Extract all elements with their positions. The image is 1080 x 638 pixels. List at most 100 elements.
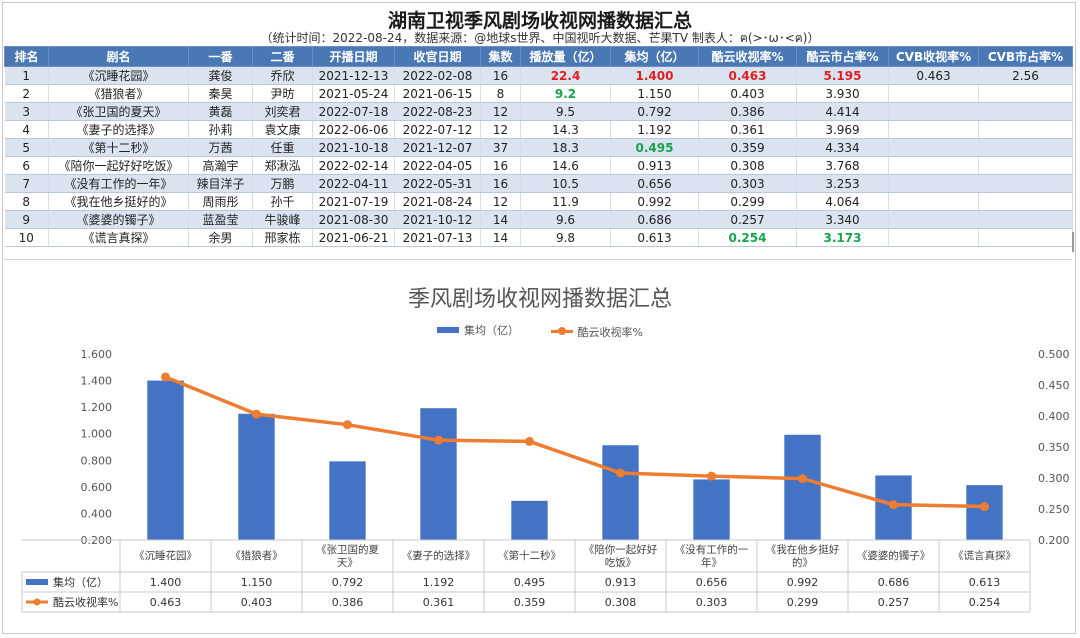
avg-cell: 1.150 [610,84,699,103]
x-category-label: 《张卫国的夏 [316,543,379,556]
bar [511,500,548,540]
rank-cell: 5 [4,138,49,157]
rank-cell: 4 [4,120,49,139]
bar [966,485,1003,540]
episodes-cell: 14 [480,228,521,247]
chart-legend: 集均（亿） 酷云收视率% [0,322,1080,340]
cvb-share-cell [978,174,1073,193]
kuyun-share-cell: 4.334 [796,138,889,157]
x-category-label: 《沉睡花园》 [134,549,197,562]
column-header: CVB收视率% [888,46,979,67]
cvb-rating-cell [888,120,979,139]
kuyun-rating-cell: 0.308 [698,156,797,175]
end-date-cell: 2021-08-24 [394,192,481,211]
x-category-label: 《没有工作的一 [675,543,749,556]
end-date-cell: 2021-07-13 [394,228,481,247]
cvb-rating-cell [888,192,979,211]
y-right-tick-label: 0.300 [1038,472,1070,485]
lead2-cell: 乔欣 [252,66,313,85]
kuyun-rating-cell: 0.359 [698,138,797,157]
lead2-cell: 邢家栋 [252,228,313,247]
column-header: 排名 [4,46,49,67]
data-table-value: 0.308 [605,596,637,609]
y-left-tick-label: 0.400 [81,507,113,520]
plays-cell: 9.6 [520,210,611,229]
section-divider [4,259,1072,260]
kuyun-rating-cell: 0.361 [698,120,797,139]
title-cell: 《没有工作的一年》 [48,174,189,193]
table-row: 1 《沉睡花园》 龚俊 乔欣 2021-12-13 2022-02-08 16 22.4 1.4… [4,66,1073,85]
rank-cell: 9 [4,210,49,229]
start-date-cell: 2021-06-21 [312,228,395,247]
data-table-value: 0.656 [696,576,728,589]
bar [602,445,639,540]
lead1-cell: 高瀚宇 [188,156,253,175]
avg-cell: 0.613 [610,228,699,247]
rank-cell: 8 [4,192,49,211]
column-header: CVB市占率% [978,46,1073,67]
x-category-label: 天》 [337,557,358,569]
title-cell: 《第十二秒》 [48,138,189,157]
y-left-tick-label: 0.600 [81,481,113,494]
data-table-value: 0.403 [241,596,273,609]
column-header: 收官日期 [394,46,481,67]
end-date-cell: 2022-05-31 [394,174,481,193]
line-point [161,372,170,382]
column-header: 集均（亿） [610,46,699,67]
cvb-rating-cell [888,156,979,175]
data-table-value: 0.686 [878,576,910,589]
episodes-cell: 16 [480,66,521,85]
rank-cell: 10 [4,228,49,247]
data-table-value: 0.792 [332,576,364,589]
episodes-cell: 8 [480,84,521,103]
y-right-tick-label: 0.200 [1038,534,1070,547]
kuyun-share-cell: 3.253 [796,174,889,193]
avg-cell: 1.192 [610,120,699,139]
start-date-cell: 2021-12-13 [312,66,395,85]
table-row: 7 《没有工作的一年》 辣目洋子 万鹏 2022-04-11 2022-05-31 16 10… [4,174,1073,193]
title-cell: 《我在他乡挺好的》 [48,192,189,211]
title-cell: 《谎言真探》 [48,228,189,247]
lead1-cell: 龚俊 [188,66,253,85]
lead1-cell: 辣目洋子 [188,174,253,193]
y-right-tick-label: 0.350 [1038,441,1070,454]
column-header: 二番 [252,46,313,67]
kuyun-rating-cell: 0.299 [698,192,797,211]
data-table-value: 0.361 [423,596,455,609]
y-right-tick-label: 0.500 [1038,348,1070,361]
x-category-label: 《谎言真探》 [953,549,1016,562]
cvb-share-cell [978,102,1073,121]
cvb-share-cell [978,228,1073,247]
x-category-label: 《我在他乡挺好 [766,543,840,556]
end-date-cell: 2022-07-12 [394,120,481,139]
lead2-cell: 尹昉 [252,84,313,103]
start-date-cell: 2021-10-18 [312,138,395,157]
column-header: 剧名 [48,46,189,67]
table-row: 9 《婆婆的镯子》 蓝盈莹 牛骏峰 2021-08-30 2021-10-12 14 9.6 0… [4,210,1073,229]
ratings-table: 排名 剧名 一番 二番 开播日期 收官日期 集数 播放量（亿） 集均（亿） 酷云… [4,46,1073,247]
end-date-cell: 2022-04-05 [394,156,481,175]
kuyun-share-cell: 3.930 [796,84,889,103]
lead2-cell: 孙千 [252,192,313,211]
lead2-cell: 万鹏 [252,174,313,193]
resize-grip-icon[interactable] [1070,232,1076,252]
legend-bar-swatch [437,327,460,333]
cvb-share-cell [978,120,1073,139]
plays-cell: 14.3 [520,120,611,139]
avg-cell: 1.400 [610,66,699,85]
data-table-line-key-dot [33,598,41,606]
plays-cell: 18.3 [520,138,611,157]
y-left-tick-label: 1.400 [81,375,113,388]
end-date-cell: 2021-06-15 [394,84,481,103]
rank-cell: 1 [4,66,49,85]
plays-cell: 9.5 [520,102,611,121]
y-right-tick-label: 0.450 [1038,379,1070,392]
data-table-value: 1.150 [241,576,273,589]
rank-cell: 7 [4,174,49,193]
data-table-value: 0.495 [514,576,546,589]
lead1-cell: 秦昊 [188,84,253,103]
lead1-cell: 万茜 [188,138,253,157]
kuyun-share-cell: 3.768 [796,156,889,175]
lead2-cell: 牛骏峰 [252,210,313,229]
table-row: 6 《陪你一起好好吃饭》 高瀚宇 郑湫泓 2022-02-14 2022-04-05 16 1… [4,156,1073,175]
